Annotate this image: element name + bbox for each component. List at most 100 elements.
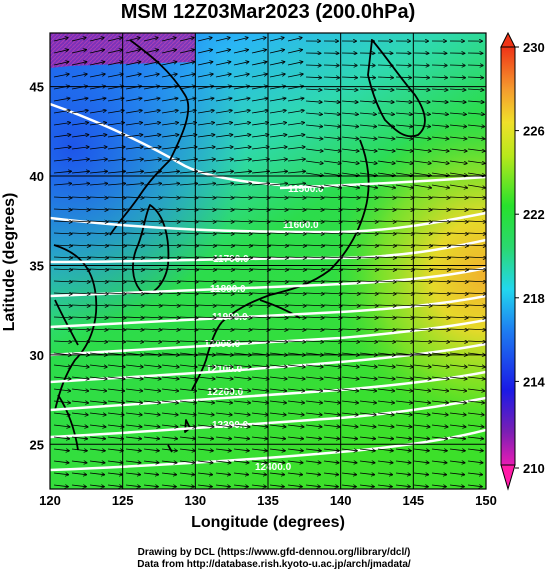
wind-vector	[359, 388, 376, 391]
wind-vector	[377, 461, 393, 463]
wind-vector	[269, 461, 285, 463]
wind-vector	[215, 401, 232, 403]
wind-vector	[395, 197, 414, 198]
wind-vector	[449, 388, 466, 391]
wind-vector	[341, 137, 359, 139]
wind-vector	[143, 269, 162, 270]
wind-vector	[323, 137, 341, 139]
wind-vector	[161, 257, 180, 258]
wind-vector	[53, 388, 70, 391]
wind-vector	[233, 62, 249, 66]
wind-vector	[287, 293, 306, 294]
wind-vector	[197, 171, 215, 173]
wind-vector	[359, 437, 375, 439]
wind-vector	[161, 364, 179, 367]
wind-vector	[377, 329, 396, 330]
wind-vector	[161, 341, 179, 342]
wind-vector	[161, 221, 180, 222]
wind-vector	[431, 329, 450, 330]
wind-vector	[449, 364, 467, 367]
wind-vector	[413, 197, 432, 198]
wind-vector	[71, 413, 88, 415]
wind-vector	[233, 329, 252, 330]
wind-vector	[431, 269, 450, 270]
wind-vector	[431, 101, 448, 102]
wind-vector	[53, 376, 71, 379]
wind-vector	[179, 364, 197, 367]
wind-vector	[269, 197, 288, 198]
wind-vector	[143, 159, 161, 161]
wind-vector	[467, 160, 485, 163]
wind-vector	[323, 437, 339, 439]
wind-vector	[377, 305, 396, 306]
wind-vector	[143, 461, 159, 463]
wind-vector	[215, 293, 234, 294]
wind-vector	[197, 364, 215, 367]
wind-vector	[107, 38, 122, 42]
wind-vector	[89, 269, 108, 270]
wind-vector	[71, 159, 89, 161]
wind-vector	[53, 184, 71, 186]
wind-vector	[287, 364, 305, 367]
wind-vector	[413, 269, 432, 270]
wind-vector	[71, 473, 86, 475]
wind-vector	[395, 113, 412, 114]
wind-vector	[395, 89, 412, 90]
wind-vector	[89, 74, 105, 78]
wind-vector	[53, 110, 70, 114]
wind-vector	[269, 425, 286, 427]
wind-vector	[305, 77, 321, 78]
contour-label: 12100.0	[206, 364, 243, 375]
wind-vector	[395, 305, 414, 306]
wind-vector	[413, 89, 430, 90]
wind-vector	[233, 257, 252, 258]
wind-vector	[449, 376, 467, 379]
wind-vector	[53, 171, 71, 173]
wind-vector	[359, 401, 376, 403]
wind-vector	[89, 184, 107, 186]
wind-vector	[233, 305, 252, 306]
wind-vector	[431, 113, 448, 114]
wind-vector	[287, 437, 303, 439]
wind-vector	[323, 305, 342, 306]
wind-vector	[215, 50, 230, 54]
wind-vector	[377, 317, 396, 318]
wind-vector	[341, 329, 360, 330]
wind-vector	[449, 184, 467, 188]
wind-vector	[215, 485, 230, 487]
wind-vector	[71, 281, 90, 282]
wind-vector	[341, 269, 360, 270]
wind-vector	[89, 110, 106, 114]
wind-vector	[233, 364, 251, 367]
wind-vector	[125, 74, 141, 78]
wind-vector	[395, 245, 414, 246]
wind-vector	[359, 281, 378, 282]
wind-vector	[269, 401, 286, 403]
wind-vector	[233, 147, 251, 150]
wind-vector	[251, 257, 270, 258]
wind-vector	[215, 281, 234, 282]
wind-vector	[359, 172, 377, 176]
wind-vector	[251, 269, 270, 270]
wind-vector	[359, 197, 378, 198]
wind-vector	[359, 160, 377, 163]
wind-vector	[197, 425, 214, 427]
y-axis-ticks: 25 30 35 40 45	[30, 80, 44, 453]
wind-vector	[413, 65, 429, 66]
wind-vector	[431, 401, 448, 403]
wind-vector	[251, 461, 267, 463]
wind-vector	[161, 413, 178, 415]
wind-vector	[161, 293, 180, 294]
wind-vector	[107, 485, 122, 487]
wind-vector	[395, 317, 414, 318]
wind-vector	[395, 437, 411, 439]
wind-vector	[215, 171, 233, 173]
wind-vector	[341, 388, 358, 391]
wind-vector	[269, 281, 288, 282]
wind-vector	[377, 184, 395, 188]
wind-vector	[251, 50, 266, 54]
wind-vector	[395, 376, 413, 379]
wind-vector	[413, 209, 432, 210]
wind-vector	[323, 113, 340, 114]
wind-vector	[467, 413, 484, 415]
